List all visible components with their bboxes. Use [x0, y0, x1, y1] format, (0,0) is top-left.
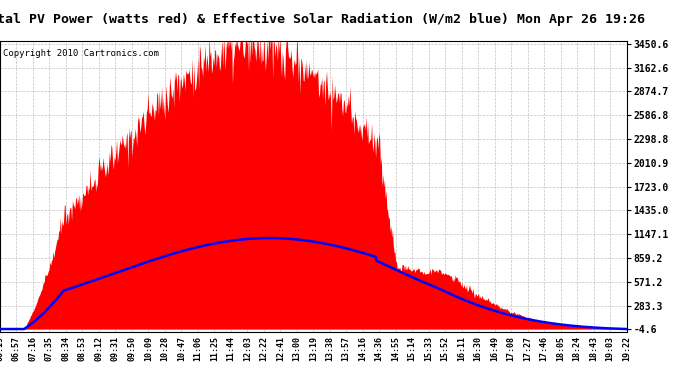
Text: Total PV Power (watts red) & Effective Solar Radiation (W/m2 blue) Mon Apr 26 19: Total PV Power (watts red) & Effective S…	[0, 13, 645, 26]
Text: Copyright 2010 Cartronics.com: Copyright 2010 Cartronics.com	[3, 48, 159, 57]
